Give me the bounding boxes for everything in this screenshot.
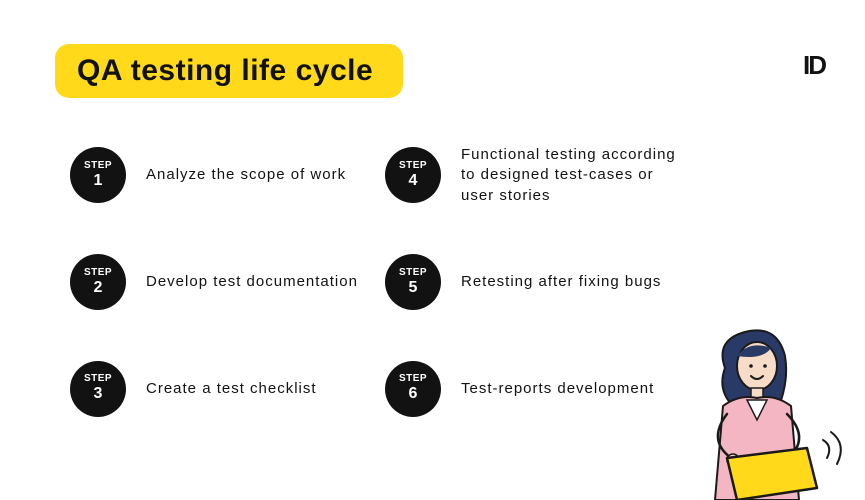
steps-grid: STEP 1 Analyze the scope of work STEP 2 … xyxy=(70,145,690,419)
step-badge: STEP 3 xyxy=(70,361,126,417)
step-badge-label: STEP xyxy=(84,268,112,278)
brand-logo: ID xyxy=(803,50,825,81)
woman-laptop-illustration xyxy=(667,310,857,500)
step-badge-number: 3 xyxy=(94,384,103,403)
step-text: Test-reports development xyxy=(461,379,654,399)
step-badge-label: STEP xyxy=(399,161,427,171)
step-text: Develop test documentation xyxy=(146,272,358,292)
step-badge: STEP 6 xyxy=(385,361,441,417)
step-6: STEP 6 Test-reports development xyxy=(385,359,690,420)
step-badge-number: 5 xyxy=(409,278,418,297)
step-badge: STEP 2 xyxy=(70,254,126,310)
title-pill: QA testing life cycle xyxy=(55,44,403,98)
step-5: STEP 5 Retesting after fixing bugs xyxy=(385,252,690,313)
page-title: QA testing life cycle xyxy=(77,54,373,87)
step-badge-label: STEP xyxy=(84,374,112,384)
step-badge-label: STEP xyxy=(84,161,112,171)
step-1: STEP 1 Analyze the scope of work xyxy=(70,145,375,206)
step-4: STEP 4 Functional testing according to d… xyxy=(385,145,690,206)
step-badge-label: STEP xyxy=(399,374,427,384)
step-3: STEP 3 Create a test checklist xyxy=(70,359,375,420)
step-text: Retesting after fixing bugs xyxy=(461,272,661,292)
step-text: Create a test checklist xyxy=(146,379,317,399)
step-badge-label: STEP xyxy=(399,268,427,278)
step-badge-number: 6 xyxy=(409,384,418,403)
step-2: STEP 2 Develop test documentation xyxy=(70,252,375,313)
step-text: Analyze the scope of work xyxy=(146,165,346,185)
step-badge: STEP 4 xyxy=(385,147,441,203)
step-badge: STEP 5 xyxy=(385,254,441,310)
step-badge: STEP 1 xyxy=(70,147,126,203)
step-badge-number: 2 xyxy=(94,278,103,297)
step-badge-number: 4 xyxy=(409,171,418,190)
step-text: Functional testing according to designed… xyxy=(461,145,690,206)
step-badge-number: 1 xyxy=(94,171,103,190)
